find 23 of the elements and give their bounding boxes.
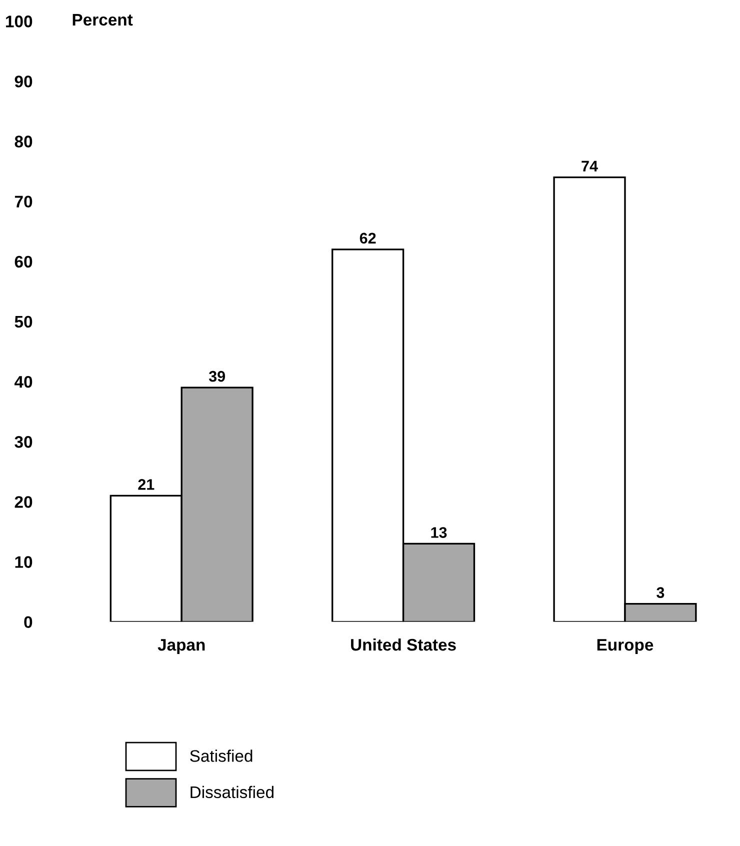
y-tick-label: 30 — [14, 436, 32, 448]
y-tick-label: 50 — [14, 316, 32, 328]
data-label: 13 — [431, 527, 447, 538]
legend-label: Dissatisfied — [190, 786, 274, 798]
y-tick-label: 20 — [14, 496, 32, 508]
y-tick-label: 90 — [14, 76, 32, 88]
y-tick-label: 10 — [15, 556, 32, 568]
x-tick-label: Japan — [158, 639, 205, 654]
y-tick-label: 100 — [6, 16, 32, 28]
data-label: 39 — [208, 370, 226, 382]
data-label: 3 — [656, 587, 664, 598]
y-axis-title: Percent — [72, 14, 133, 26]
y-tick-label: 80 — [14, 136, 32, 148]
data-label: 74 — [582, 160, 598, 172]
data-label: 21 — [138, 479, 154, 490]
x-tick-label: Europe — [597, 639, 654, 654]
legend-label: Satisfied — [190, 750, 252, 762]
data-label: 62 — [360, 232, 376, 244]
y-tick-label: 60 — [14, 256, 32, 268]
y-tick-label: 40 — [14, 376, 32, 388]
y-tick-label: 70 — [14, 196, 32, 208]
y-tick-label: 0 — [24, 616, 32, 628]
x-tick-label: United States — [351, 638, 456, 651]
